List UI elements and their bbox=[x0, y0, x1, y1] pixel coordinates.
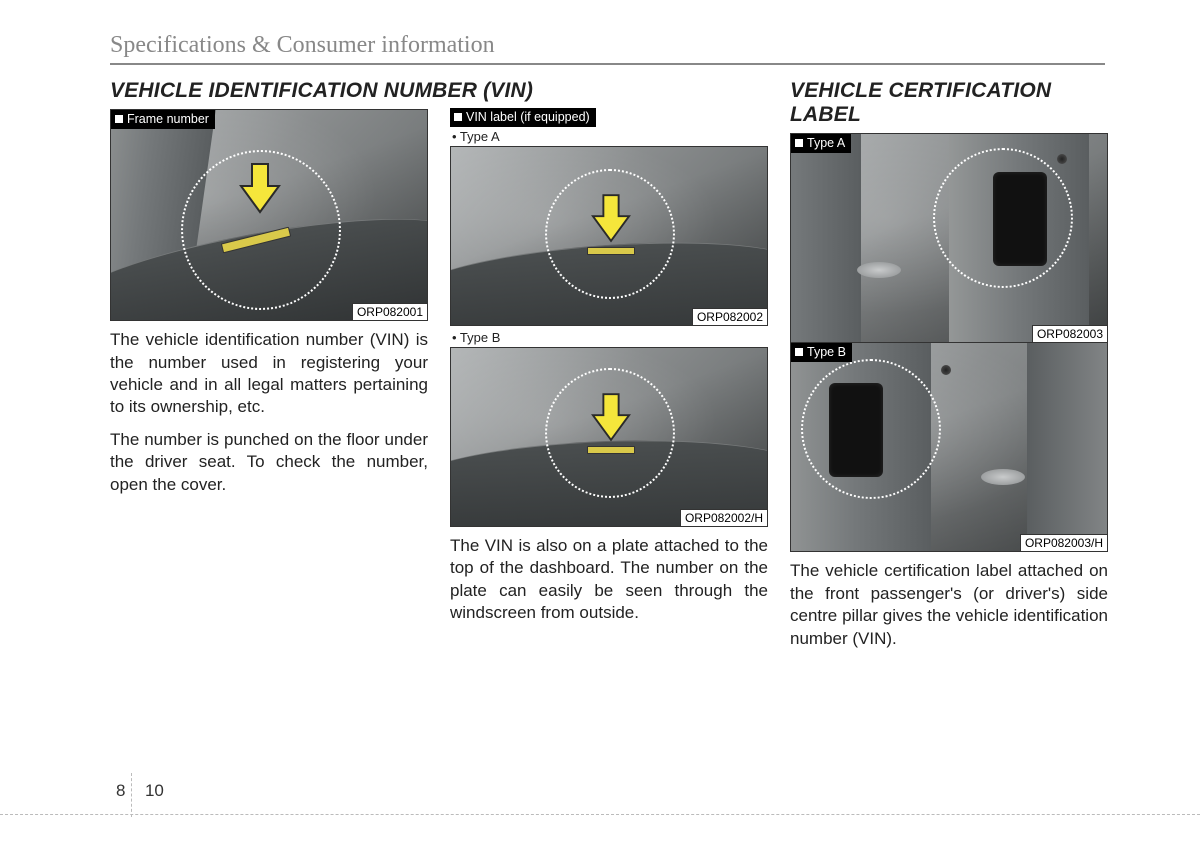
figure-frame-number: Frame number ORP082001 bbox=[110, 109, 428, 321]
manual-page: Specifications & Consumer information VE… bbox=[0, 0, 1200, 650]
figure-tag: Type A bbox=[791, 134, 851, 153]
column-1: VEHICLE IDENTIFICATION NUMBER (VIN) Fram… bbox=[110, 79, 428, 650]
chapter-title: Specifications & Consumer information bbox=[110, 32, 495, 58]
figure-vin-label-a: ORP082002 bbox=[450, 146, 768, 326]
column-3: VEHICLE CERTIFICATION LABEL Type A ORP08… bbox=[790, 79, 1108, 650]
vin-plate bbox=[587, 446, 635, 454]
page-footer: 8 10 bbox=[0, 814, 1200, 815]
figure-tag: Type B bbox=[791, 343, 852, 362]
highlight-circle bbox=[933, 148, 1073, 288]
figure-code: ORP082002 bbox=[692, 308, 767, 325]
arrow-down-icon bbox=[591, 392, 631, 444]
figure2-type-b-label: • Type B bbox=[452, 330, 768, 345]
vin-plate bbox=[587, 247, 635, 255]
vin-paragraph-2: The number is punched on the floor under… bbox=[110, 429, 428, 496]
cert-heading: VEHICLE CERTIFICATION LABEL bbox=[790, 79, 1108, 127]
cert-paragraph-1: The vehicle certification label attached… bbox=[790, 560, 1108, 650]
column-2: VIN label (if equipped) • Type A ORP0820… bbox=[450, 79, 768, 650]
heading-spacer bbox=[450, 79, 768, 108]
arrow-down-icon bbox=[591, 193, 631, 245]
content-columns: VEHICLE IDENTIFICATION NUMBER (VIN) Fram… bbox=[110, 79, 1105, 650]
page-number: 8 10 bbox=[116, 781, 164, 801]
figure-tag-text: Frame number bbox=[127, 112, 209, 126]
arrow-down-icon bbox=[239, 162, 281, 216]
figure-tag: Frame number bbox=[111, 110, 215, 129]
door-edge bbox=[1027, 343, 1108, 551]
figure-code: ORP082003 bbox=[1032, 325, 1107, 342]
figure2-tag-text: VIN label (if equipped) bbox=[466, 110, 590, 124]
figure-tag-text: Type B bbox=[807, 345, 846, 359]
page-number-section: 8 bbox=[116, 781, 125, 800]
highlight-circle bbox=[801, 359, 941, 499]
page-number-page: 10 bbox=[145, 781, 164, 800]
vin-paragraph-3: The VIN is also on a plate attached to t… bbox=[450, 535, 768, 625]
figure-cert-label-b: Type B ORP082003/H bbox=[790, 342, 1108, 552]
figure-tag-text: Type A bbox=[807, 136, 845, 150]
figure-code: ORP082003/H bbox=[1020, 534, 1107, 551]
door-edge bbox=[790, 134, 861, 342]
vin-paragraph-1: The vehicle identification number (VIN) … bbox=[110, 329, 428, 419]
figure2-tag: VIN label (if equipped) bbox=[450, 108, 596, 127]
figure-code: ORP082001 bbox=[352, 303, 427, 320]
figure-cert-label-a: Type A ORP082003 bbox=[790, 133, 1108, 343]
figure-vin-label-b: ORP082002/H bbox=[450, 347, 768, 527]
figure-code: ORP082002/H bbox=[680, 509, 767, 526]
figure2-type-a-label: • Type A bbox=[452, 129, 768, 144]
chapter-header: Specifications & Consumer information bbox=[110, 32, 1105, 65]
